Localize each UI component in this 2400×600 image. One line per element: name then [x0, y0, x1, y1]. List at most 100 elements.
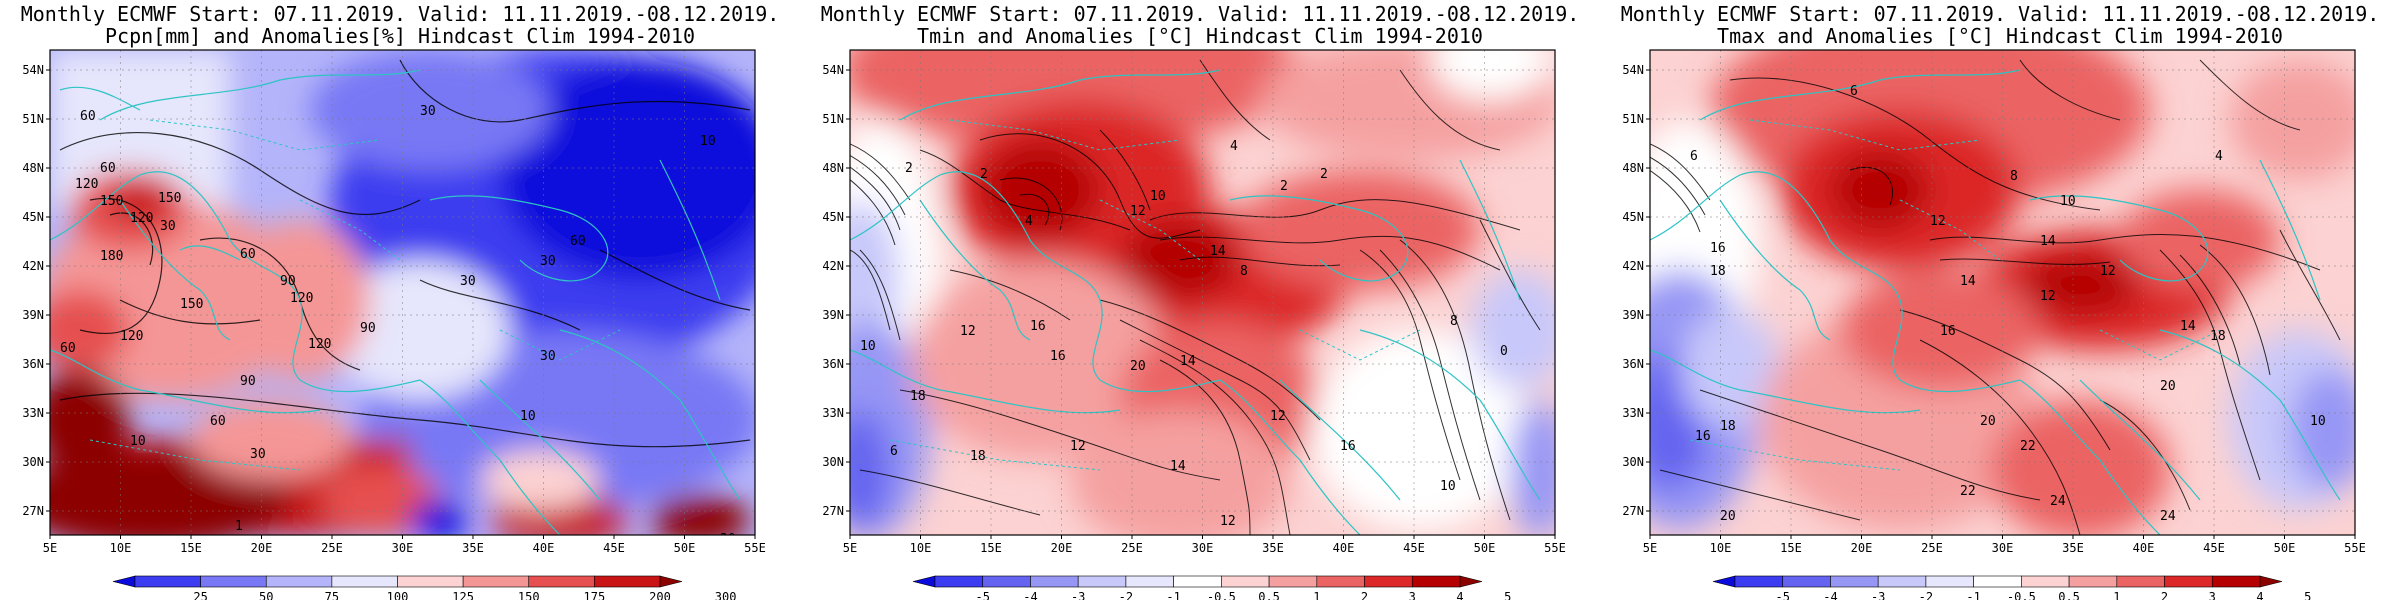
colorbar-segment: [331, 575, 398, 588]
colorbar-low-cap: [112, 575, 136, 588]
lon-tick-label: 5E: [843, 541, 857, 555]
colorbar-segment: [528, 575, 595, 588]
colorbar-segment: [462, 575, 530, 588]
contour-label: 30: [540, 254, 556, 269]
colorbar-segment: [134, 575, 201, 588]
lat-tick-label: 36N: [22, 357, 44, 371]
colorbar-segment: [1925, 575, 1974, 588]
colorbar-label: -5: [1776, 590, 1790, 600]
lat-tick-label: 48N: [822, 161, 844, 175]
contour-label: 10: [860, 339, 876, 354]
lon-tick-label: 55E: [2344, 541, 2366, 555]
precipitation-colorbar: 25 50 75 100 125 150 175 200 300: [112, 575, 737, 600]
colorbar-segment: [1268, 575, 1318, 588]
colorbar-segment: [2068, 575, 2118, 588]
panel-title-line2: Tmax and Anomalies [°C] Hindcast Clim 19…: [1717, 24, 2283, 48]
contour-label: 12: [1070, 439, 1086, 454]
lon-tick-label: 5E: [43, 541, 57, 555]
contour-label: 16: [1030, 319, 1046, 334]
contour-label: 10: [520, 409, 536, 424]
colorbar-label: 150: [518, 590, 540, 600]
lat-tick-label: 48N: [1622, 161, 1644, 175]
contour-label: 60: [80, 109, 96, 124]
contour-label: 20: [1130, 359, 1146, 374]
colorbar-label: 100: [387, 590, 409, 600]
panel-title-line2: Pcpn[mm] and Anomalies[%] Hindcast Clim …: [104, 24, 695, 48]
lat-tick-label: 39N: [22, 308, 44, 322]
lat-tick-label: 27N: [822, 504, 844, 518]
contour-label: 60: [60, 341, 76, 356]
colorbar-segment: [1364, 575, 1413, 588]
lat-tick-label: 39N: [822, 308, 844, 322]
contour-label: 16: [1940, 324, 1956, 339]
lon-tick-label: 10E: [110, 541, 132, 555]
panel-title-line2: Tmin and Anomalies [°C] Hindcast Clim 19…: [917, 24, 1483, 48]
panel-title-line1: Monthly ECMWF Start: 07.11.2019. Valid: …: [20, 2, 780, 26]
colorbar-low-cap: [1712, 575, 1736, 588]
contour-label: 14: [2180, 319, 2196, 334]
contour-label: 2: [980, 167, 988, 182]
colorbar-segment: [1030, 575, 1079, 588]
contour-label: 2: [1320, 167, 1328, 182]
contour-label: 14: [1960, 274, 1976, 289]
lon-tick-label: 35E: [462, 541, 484, 555]
lat-tick-label: 45N: [1622, 210, 1644, 224]
colorbar-segment: [2116, 575, 2165, 588]
lon-tick-label: 40E: [2133, 541, 2155, 555]
contour-label: 14: [1180, 354, 1196, 369]
colorbar-label: -5: [976, 590, 990, 600]
colorbar-high-cap: [1459, 575, 1483, 588]
contour-label: 18: [2210, 329, 2226, 344]
colorbar-segment: [265, 575, 333, 588]
colorbar-label: 300: [715, 590, 737, 600]
colorbar-high-cap: [659, 575, 683, 588]
colorbar-segment: [1173, 575, 1222, 588]
lat-tick-label: 30N: [822, 455, 844, 469]
colorbar-segment: [200, 575, 267, 588]
lon-tick-label: 15E: [1780, 541, 1802, 555]
colorbar-label: 25: [193, 590, 207, 600]
precipitation-map: 60 30 10 60 150 120 120 30 60 150 90 120…: [22, 49, 766, 600]
contour-label: 12: [2040, 289, 2056, 304]
contour-label: 60: [570, 234, 586, 249]
tmin-colorbar: -5 -4 -3 -2 -1 -0.5 0.5 1 2 3 4 5: [912, 575, 1511, 600]
lon-tick-label: 25E: [321, 541, 343, 555]
lon-tick-label: 25E: [1921, 541, 1943, 555]
contour-label: 6: [890, 444, 898, 459]
contour-label: 60: [100, 161, 116, 176]
colorbar-label: 3: [1409, 590, 1416, 600]
lat-tick-label: 30N: [1622, 455, 1644, 469]
colorbar-label: 0.5: [1258, 590, 1280, 600]
colorbar-label: 5: [2304, 590, 2311, 600]
contour-label: 18: [1720, 419, 1736, 434]
contour-label: 4: [2215, 149, 2223, 164]
lon-tick-label: 15E: [180, 541, 202, 555]
colorbar-segment: [594, 575, 661, 588]
colorbar-label: -3: [1071, 590, 1085, 600]
colorbar-low-cap: [912, 575, 936, 588]
colorbar-label: 2: [2161, 590, 2168, 600]
lon-tick-label: 55E: [1544, 541, 1566, 555]
contour-label: 22: [1960, 484, 1976, 499]
lon-tick-label: 10E: [1710, 541, 1732, 555]
colorbar-segment: [1316, 575, 1365, 588]
contour-label: 30: [460, 274, 476, 289]
lat-tick-label: 48N: [22, 161, 44, 175]
colorbar-label: -4: [1023, 590, 1037, 600]
lat-tick-label: 42N: [822, 259, 844, 273]
colorbar-label: 50: [259, 590, 273, 600]
lon-tick-label: 45E: [603, 541, 625, 555]
precipitation-panel: Monthly ECMWF Start: 07.11.2019. Valid: …: [0, 0, 800, 600]
colorbar-label: 200: [649, 590, 671, 600]
colorbar-segment: [1077, 575, 1127, 588]
lon-tick-label: 50E: [2274, 541, 2296, 555]
tmax-colorbar: -5 -4 -3 -2 -1 -0.5 0.5 1 2 3 4 5: [1712, 575, 2311, 600]
colorbar-segment: [1734, 575, 1784, 588]
lat-tick-label: 54N: [822, 63, 844, 77]
colorbar-label: 125: [452, 590, 474, 600]
contour-label: 10: [700, 134, 716, 149]
contour-label: 150: [180, 297, 203, 312]
contour-label: 120: [290, 291, 313, 306]
contour-label: 0: [1500, 344, 1508, 359]
colorbar-label: -1: [1966, 590, 1980, 600]
